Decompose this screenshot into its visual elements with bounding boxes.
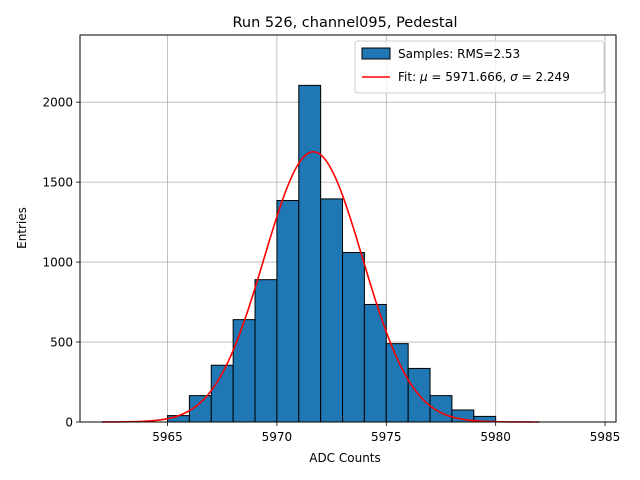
y-tick-label: 500 xyxy=(50,336,73,350)
histogram-bar xyxy=(167,415,190,423)
legend: Samples: RMS=2.53 Fit: μ = 5971.666, σ =… xyxy=(354,40,605,94)
x-tick-label: 5970 xyxy=(262,430,293,444)
fit-curve xyxy=(101,150,540,423)
legend-fit-sigma-value: 2.249 xyxy=(535,70,569,84)
legend-fit-mu-value: 5971.666 xyxy=(445,70,502,84)
legend-fit-prefix: Fit: xyxy=(398,70,420,84)
histogram-bar xyxy=(254,279,278,423)
legend-fit-label: Fit: μ = 5971.666, σ = 2.249 xyxy=(398,70,570,84)
plot-frame xyxy=(79,34,617,423)
histogram-bar xyxy=(298,84,322,423)
legend-fit-sigma-eq: = xyxy=(518,70,536,84)
histogram-bar xyxy=(342,251,365,423)
x-axis-ticks: 5965 5970 5975 5980 5985 xyxy=(152,422,620,444)
legend-fit-sigma-symbol: σ xyxy=(510,70,518,84)
legend-fit-sep: , xyxy=(503,70,511,84)
histogram-bars xyxy=(167,84,497,423)
x-tick-label: 5965 xyxy=(152,430,183,444)
histogram-bar xyxy=(232,319,256,423)
legend-fit-mu-eq: = xyxy=(428,70,446,84)
y-axis-ticks: 0 500 1000 1500 2000 xyxy=(42,96,80,430)
x-tick-label: 5985 xyxy=(590,430,621,444)
x-tick-label: 5975 xyxy=(371,430,402,444)
legend-fit-mu-symbol: μ xyxy=(419,70,428,84)
legend-box xyxy=(354,40,605,94)
y-tick-label: 1500 xyxy=(42,176,73,190)
y-tick-label: 1000 xyxy=(42,256,73,270)
histogram-bar xyxy=(320,198,344,423)
y-tick-label: 0 xyxy=(65,416,73,430)
histogram-bar xyxy=(276,200,300,423)
x-tick-label: 5980 xyxy=(480,430,511,444)
x-axis-label: ADC Counts xyxy=(309,451,381,465)
chart-title: Run 526, channel095, Pedestal xyxy=(232,15,457,31)
y-tick-label: 2000 xyxy=(42,96,73,110)
histogram-bar xyxy=(385,343,409,423)
legend-histogram-label: Samples: RMS=2.53 xyxy=(398,47,520,61)
legend-histogram-swatch xyxy=(361,47,391,60)
y-axis-label: Entries xyxy=(15,207,29,249)
